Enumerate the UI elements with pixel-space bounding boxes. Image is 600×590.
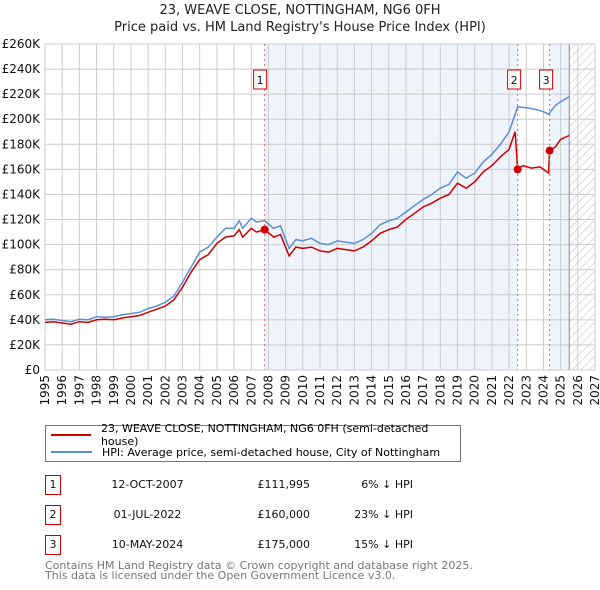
price-chart: 1995 1996 1997 1998 1999 2000 2001 2002 2003 2004… (2, 37, 600, 406)
x-tick-label: 2008 (261, 375, 275, 406)
x-tick-label: 2010 (296, 375, 310, 406)
x-tick-label: 2013 (347, 375, 361, 406)
y-tick-label: £240K (2, 62, 42, 76)
x-tick-label: 2004 (193, 375, 207, 406)
legend: 23, WEAVE CLOSE, NOTTINGHAM, NG6 0FH (se… (45, 422, 461, 462)
y-tick-label: £160K (2, 162, 42, 176)
x-tick-label: 1996 (55, 375, 69, 406)
x-tick-label: 2017 (416, 375, 430, 406)
legend-label-hpi: HPI: Average price, semi-detached house,… (102, 445, 441, 459)
transaction-row: 1 12-OCT-2007 £111,995 6% ↓ HPI (45, 475, 465, 495)
sale-marker-label: 3 (543, 74, 550, 87)
transaction-row: 3 10-MAY-2024 £175,000 15% ↓ HPI (45, 535, 465, 555)
transaction-price: £111,995 (257, 478, 311, 491)
y-tick-label: £40K (9, 313, 41, 327)
x-tick-label: 2007 (244, 375, 258, 406)
legend-label-property: 23, WEAVE CLOSE, NOTTINGHAM, NG6 0FH (se… (100, 422, 429, 448)
transaction-hpi-diff: 15% ↓ HPI (354, 538, 413, 551)
transaction-date: 10-MAY-2024 (111, 538, 184, 551)
x-tick-label: 2002 (158, 375, 172, 406)
x-tick-label: 2000 (124, 375, 138, 406)
transaction-row: 2 01-JUL-2022 £160,000 23% ↓ HPI (45, 505, 465, 525)
transaction-hpi-diff: 6% ↓ HPI (361, 478, 413, 491)
transaction-date: 01-JUL-2022 (113, 508, 182, 521)
x-tick-label: 2025 (554, 375, 568, 406)
sale-marker-label: 2 (511, 74, 518, 87)
sale-marker-box (507, 69, 522, 90)
x-tick-label: 1998 (90, 375, 104, 406)
footer-copyright: Contains HM Land Registry data © Crown c… (45, 559, 473, 572)
x-tick-label: 2009 (279, 375, 293, 406)
x-tick-label: 2006 (227, 375, 241, 406)
y-tick-label: £0 (25, 363, 40, 377)
legend-item-property: 23, WEAVE CLOSE, NOTTINGHAM, NG6 0FH (se… (46, 422, 460, 448)
sale-point (260, 225, 269, 234)
plot-border (44, 43, 596, 371)
transaction-number: 1 (45, 475, 61, 495)
transaction-number: 3 (45, 535, 61, 555)
y-tick-label: £220K (2, 87, 42, 101)
x-tick-label: 2011 (313, 375, 327, 406)
y-tick-label: £260K (2, 37, 42, 51)
x-tick-label: 2023 (519, 375, 533, 406)
property-price-line (44, 131, 570, 325)
x-tick-label: 2001 (141, 375, 155, 406)
hpi-line (44, 96, 570, 323)
x-tick-label: 2020 (468, 375, 482, 406)
x-tick-label: 2027 (588, 375, 600, 406)
ownership-shade (549, 44, 570, 370)
sale-point (545, 146, 554, 155)
x-tick-label: 2014 (365, 375, 379, 406)
y-tick-label: £120K (2, 213, 42, 227)
chart-subtitle: Price paid vs. HM Land Registry's House … (114, 20, 486, 35)
footer-licence: This data is licensed under the Open Gov… (45, 569, 396, 582)
y-tick-label: £180K (2, 137, 42, 151)
transaction-price: £160,000 (257, 508, 311, 521)
x-tick-label: 2016 (399, 375, 413, 406)
x-tick-label: 2012 (330, 375, 344, 406)
y-tick-label: £60K (9, 288, 41, 302)
x-tick-label: 2026 (571, 375, 585, 406)
sale-marker-box (253, 69, 268, 90)
transaction-hpi-diff: 23% ↓ HPI (354, 508, 413, 521)
x-tick-label: 1995 (38, 375, 52, 406)
x-tick-label: 2021 (485, 375, 499, 406)
x-tick-label: 2018 (433, 375, 447, 406)
legend-swatch-property (51, 434, 91, 436)
y-tick-label: £80K (9, 263, 41, 277)
forecast-hatch (569, 44, 595, 370)
ownership-shade (264, 44, 518, 370)
x-tick-label: 2022 (502, 375, 516, 406)
x-tick-label: 2024 (536, 375, 550, 406)
y-tick-label: £200K (2, 112, 42, 126)
sale-marker-label: 1 (257, 74, 264, 87)
sale-point (513, 165, 522, 174)
x-tick-label: 1999 (107, 375, 121, 406)
x-tick-label: 2003 (176, 375, 190, 406)
y-tick-label: £100K (2, 238, 42, 252)
legend-item-hpi: HPI: Average price, semi-detached house,… (46, 444, 440, 460)
y-tick-label: £140K (2, 187, 42, 201)
sale-marker-box (539, 69, 554, 90)
y-tick-label: £20K (9, 338, 41, 352)
x-tick-label: 2019 (451, 375, 465, 406)
chart-title: 23, WEAVE CLOSE, NOTTINGHAM, NG6 0FH (159, 3, 441, 18)
transaction-price: £175,000 (257, 538, 311, 551)
x-tick-label: 1997 (72, 375, 86, 406)
x-tick-label: 2015 (382, 375, 396, 406)
x-tick-label: 2005 (210, 375, 224, 406)
transaction-date: 12-OCT-2007 (111, 478, 184, 491)
legend-swatch-hpi (51, 451, 92, 453)
transaction-number: 2 (45, 505, 61, 525)
